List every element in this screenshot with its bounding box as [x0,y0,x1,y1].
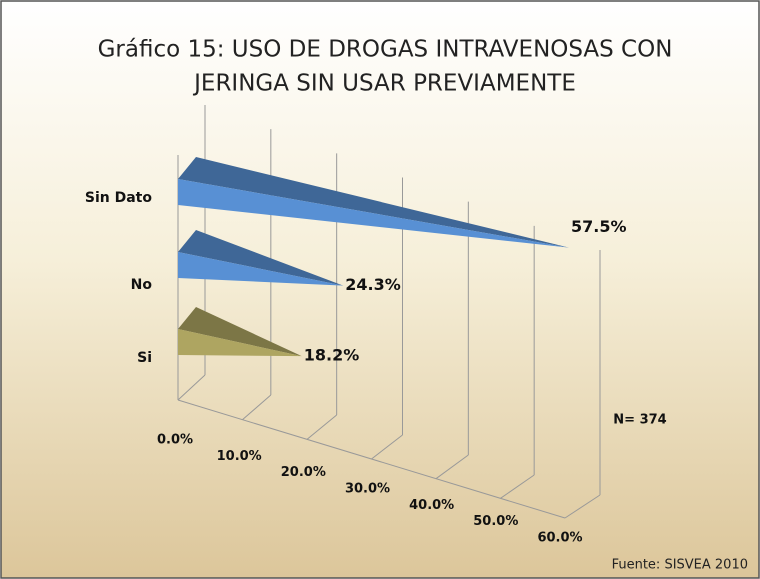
bar [178,329,302,357]
grid-line [435,454,469,480]
bar [178,157,569,248]
data-label: 57.5% [571,217,627,236]
grid-line [306,414,337,440]
x-tick-label: 20.0% [281,465,326,480]
grid-line [564,494,601,519]
y-tick-label: No [131,277,153,293]
data-label: 24.3% [345,275,401,294]
grid-line [177,374,206,401]
bar [178,230,344,286]
bar [178,179,569,248]
source: Fuente: SISVEA 2010 [612,558,748,573]
x-tick-label: 50.0% [473,514,518,529]
grid-line [371,434,403,460]
axis-line [177,399,566,519]
x-tick-label: 10.0% [217,449,262,464]
x-tick-label: 30.0% [345,482,390,497]
bar [178,307,302,357]
grid-line [500,474,535,499]
data-label: 18.2% [304,346,360,365]
y-tick-label: Si [137,350,152,366]
y-tick-label: Sin Dato [85,190,152,206]
annotation: N= 374 [613,413,666,428]
x-tick-label: 60.0% [537,531,582,546]
chart-title: Gráfico 15: USO DE DROGAS INTRAVENOSAS C… [98,37,673,63]
grid-line [242,394,272,421]
x-tick-label: 0.0% [157,433,193,448]
x-tick-label: 40.0% [409,498,454,513]
chart-title: JERINGA SIN USAR PREVIAMENTE [192,71,576,97]
bar [178,252,344,286]
